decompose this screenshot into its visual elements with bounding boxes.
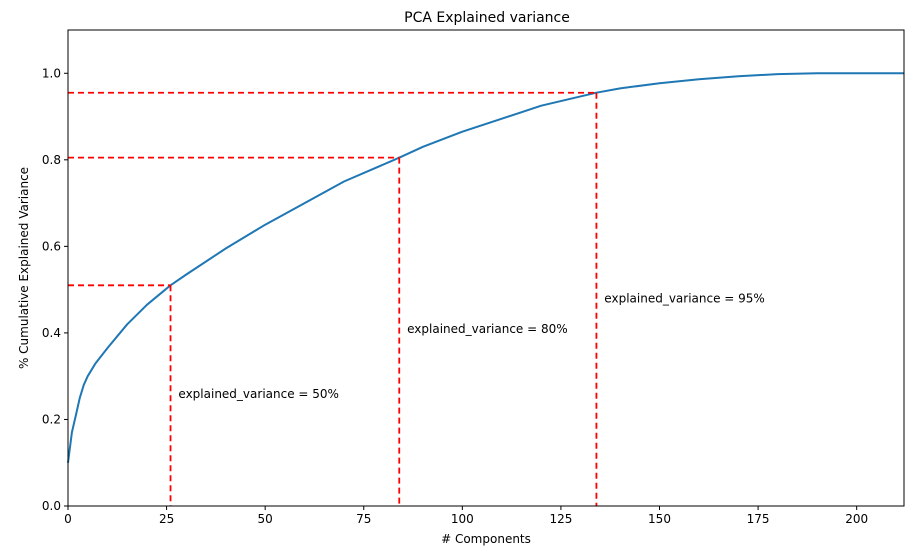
- y-tick-label: 0.0: [42, 499, 61, 513]
- x-axis-label: # Components: [441, 532, 531, 546]
- y-axis-label: % Cumulative Explained Variance: [17, 167, 31, 369]
- x-tick-label: 125: [549, 512, 572, 526]
- series-line: [67, 72, 904, 463]
- x-tick-label: 50: [258, 512, 273, 526]
- x-tick-label: 25: [159, 512, 174, 526]
- threshold-annotation: explained_variance = 95%: [604, 292, 765, 306]
- y-tick-label: 0.4: [42, 326, 61, 340]
- x-tick-label: 0: [64, 512, 72, 526]
- x-tick-label: 100: [451, 512, 474, 526]
- x-tick-label: 75: [356, 512, 371, 526]
- threshold-annotation: explained_variance = 80%: [407, 322, 568, 336]
- y-tick-label: 0.8: [42, 153, 61, 167]
- plot-frame: [67, 29, 905, 507]
- y-tick-label: 0.2: [42, 412, 61, 426]
- x-tick-label: 150: [648, 512, 671, 526]
- x-tick-label: 175: [747, 512, 770, 526]
- y-tick-label: 1.0: [42, 66, 61, 80]
- threshold-annotation: explained_variance = 50%: [178, 387, 339, 401]
- chart-title: PCA Explained variance: [404, 10, 570, 26]
- y-tick-label: 0.6: [42, 239, 61, 253]
- x-tick-label: 200: [845, 512, 868, 526]
